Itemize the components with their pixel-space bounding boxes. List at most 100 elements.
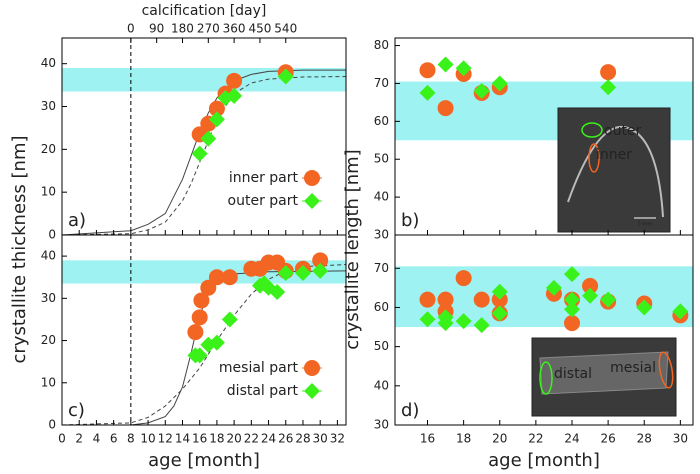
x-tick-label: 28 bbox=[295, 432, 310, 446]
data-point bbox=[437, 100, 454, 117]
y-tick-label: 60 bbox=[374, 114, 389, 128]
y-tick-label: 30 bbox=[374, 418, 389, 432]
y-axis-title: crystallite length [nm] bbox=[342, 149, 363, 349]
data-point bbox=[419, 291, 436, 308]
data-point bbox=[563, 266, 580, 283]
x-axis-title: age [month] bbox=[148, 450, 260, 471]
y-tick-label: 20 bbox=[41, 333, 56, 347]
data-point bbox=[437, 309, 454, 326]
legend-marker bbox=[304, 193, 320, 209]
data-point bbox=[563, 301, 580, 318]
x-tick-label: 24 bbox=[564, 432, 579, 446]
data-point bbox=[208, 100, 225, 117]
data-point bbox=[563, 315, 580, 332]
x2-tick-label: 180 bbox=[171, 22, 194, 36]
data-point bbox=[473, 83, 490, 100]
x-tick-label: 20 bbox=[226, 432, 241, 446]
y-tick-label: 80 bbox=[374, 38, 389, 52]
y-tick-label: 10 bbox=[41, 375, 56, 389]
data-point bbox=[455, 60, 472, 77]
x-tick-label: 24 bbox=[261, 432, 276, 446]
inset-shape bbox=[567, 125, 664, 218]
data-point bbox=[191, 309, 208, 326]
legend-item: distal part bbox=[227, 383, 322, 399]
data-point bbox=[294, 265, 311, 281]
fit-curve bbox=[62, 76, 346, 235]
x2-tick-label: 450 bbox=[248, 22, 271, 36]
data-point bbox=[419, 84, 436, 101]
data-point bbox=[187, 324, 204, 341]
x-tick-label: 16 bbox=[192, 432, 207, 446]
data-point bbox=[491, 305, 508, 322]
inset-label: distal bbox=[554, 366, 592, 382]
data-point bbox=[636, 299, 653, 316]
legend-label: inner part bbox=[229, 170, 299, 186]
data-point bbox=[455, 270, 472, 287]
legend-item: outer part bbox=[228, 193, 322, 209]
y-tick-label: 50 bbox=[374, 152, 389, 166]
legend-label: outer part bbox=[228, 193, 299, 209]
y-tick-label: 70 bbox=[374, 76, 389, 90]
legend-marker bbox=[304, 360, 320, 376]
inset-marker bbox=[658, 351, 674, 389]
data-point bbox=[208, 334, 225, 351]
data-point bbox=[200, 130, 217, 147]
panel-label: d) bbox=[401, 400, 419, 421]
x-axis-title: age [month] bbox=[488, 450, 600, 471]
data-point bbox=[563, 291, 580, 308]
data-point bbox=[491, 283, 508, 300]
x-tick-label: 6 bbox=[110, 432, 118, 446]
x-tick-label: 28 bbox=[637, 432, 652, 446]
plot-frame bbox=[61, 234, 347, 426]
panel-label: a) bbox=[68, 210, 86, 231]
x-tick-label: 30 bbox=[313, 432, 328, 446]
x2-axis-title: calcification [day] bbox=[142, 3, 267, 19]
x-tick-label: 8 bbox=[127, 432, 135, 446]
data-point bbox=[200, 279, 217, 296]
plot-area bbox=[62, 38, 346, 235]
y-tick-label: 30 bbox=[374, 228, 389, 242]
x-tick-label: 22 bbox=[244, 432, 259, 446]
y-tick-label: 60 bbox=[374, 300, 389, 314]
data-point bbox=[437, 291, 454, 308]
y-tick-label: 40 bbox=[374, 190, 389, 204]
y-tick-label: 0 bbox=[48, 418, 56, 432]
panel-label: b) bbox=[401, 210, 419, 231]
plot-frame bbox=[394, 234, 694, 426]
x-tick-label: 14 bbox=[175, 432, 190, 446]
data-point bbox=[473, 291, 490, 308]
data-point bbox=[491, 75, 508, 92]
y-tick-label: 50 bbox=[374, 339, 389, 353]
y-tick-label: 10 bbox=[41, 185, 56, 199]
x2-tick-label: 540 bbox=[274, 22, 297, 36]
x-tick-label: 4 bbox=[93, 432, 101, 446]
data-point bbox=[582, 287, 599, 304]
x-tick-label: 30 bbox=[673, 432, 688, 446]
panel-label: c) bbox=[68, 400, 85, 421]
x-tick-label: 10 bbox=[140, 432, 155, 446]
data-point bbox=[419, 311, 436, 328]
scale-label: 2 mm bbox=[638, 222, 653, 228]
y-tick-label: 40 bbox=[41, 249, 56, 263]
x-tick-label: 16 bbox=[420, 432, 435, 446]
x-tick-label: 18 bbox=[209, 432, 224, 446]
data-point bbox=[545, 279, 562, 296]
legend-label: distal part bbox=[227, 383, 299, 399]
inset-label: inner bbox=[596, 147, 632, 163]
data-point bbox=[312, 252, 329, 269]
x2-tick-label: 270 bbox=[197, 22, 220, 36]
x-tick-label: 26 bbox=[278, 432, 293, 446]
legend-item: mesial part bbox=[219, 360, 322, 376]
x-tick-label: 22 bbox=[528, 432, 543, 446]
legend-label: mesial part bbox=[219, 360, 299, 376]
y-tick-label: 20 bbox=[41, 142, 56, 156]
inset-marker bbox=[539, 361, 553, 395]
data-point bbox=[277, 265, 294, 281]
data-point bbox=[269, 284, 286, 300]
y-tick-label: 40 bbox=[374, 378, 389, 392]
x-tick-label: 0 bbox=[58, 432, 66, 446]
data-point bbox=[437, 56, 454, 73]
y-tick-label: 70 bbox=[374, 261, 389, 275]
x-tick-label: 2 bbox=[75, 432, 83, 446]
